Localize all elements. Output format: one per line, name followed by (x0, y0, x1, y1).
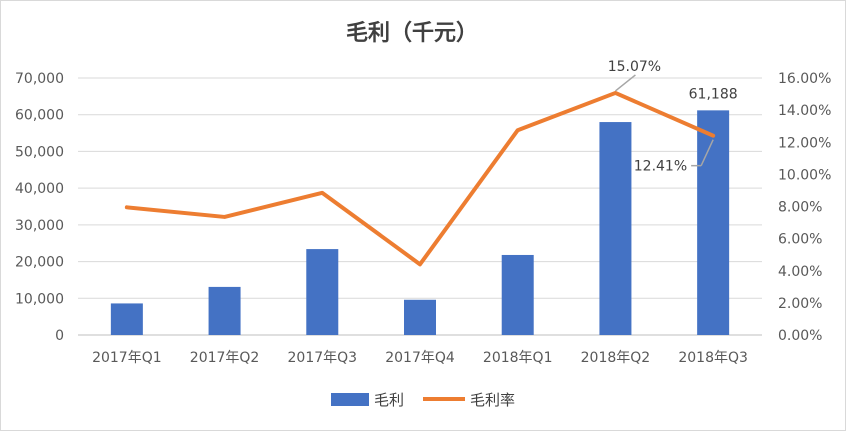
y-right-tick-label: 2.00% (778, 296, 822, 312)
line-point (224, 216, 226, 218)
y-right-tick-label: 4.00% (778, 264, 822, 280)
y-right-tick-label: 0.00% (778, 328, 822, 344)
line-point (126, 206, 128, 208)
bar (208, 286, 241, 335)
legend-label: 毛利 (374, 391, 404, 409)
line-point (614, 92, 616, 94)
y-right-tick-label: 14.00% (778, 103, 831, 119)
bar (110, 303, 143, 335)
bar (599, 122, 632, 335)
y-left-tick-label: 0 (55, 328, 64, 344)
y-left-tick-label: 30,000 (15, 218, 64, 234)
y-left-tick-label: 60,000 (15, 108, 64, 124)
y-left-tick-label: 50,000 (15, 144, 64, 160)
bar (306, 249, 339, 335)
y-right-tick-label: 16.00% (778, 71, 831, 87)
bar (501, 254, 534, 335)
bar (404, 299, 436, 335)
leader-line (614, 74, 636, 92)
y-right-tick-label: 10.00% (778, 167, 831, 183)
x-tick-label: 2018年Q1 (483, 350, 553, 366)
line-point (712, 135, 714, 137)
y-left-tick-label: 40,000 (15, 181, 64, 197)
data-label: 15.07% (608, 59, 661, 75)
data-label: 61,188 (689, 86, 738, 102)
x-tick-label: 2017年Q2 (190, 350, 260, 366)
y-left-tick-label: 20,000 (15, 255, 64, 271)
y-left-tick-label: 70,000 (15, 71, 64, 87)
y-right-tick-label: 12.00% (778, 135, 831, 151)
chart-title: 毛利（千元） (346, 21, 478, 46)
x-tick-label: 2018年Q2 (581, 350, 651, 366)
line-point (419, 263, 421, 265)
x-tick-label: 2017年Q4 (385, 350, 455, 366)
legend-swatch-bar (331, 393, 369, 406)
x-tick-label: 2018年Q3 (678, 350, 748, 366)
y-right-tick-label: 8.00% (778, 200, 822, 216)
y-right-tick-label: 6.00% (778, 232, 822, 248)
line-point (517, 129, 519, 131)
bar (697, 110, 730, 335)
line-point (321, 192, 323, 194)
leader-line (700, 139, 714, 166)
x-tick-label: 2017年Q1 (92, 350, 162, 366)
x-tick-label: 2017年Q3 (288, 350, 358, 366)
y-left-tick-label: 10,000 (15, 291, 64, 307)
data-label: 12.41% (634, 159, 687, 175)
legend-label: 毛利率 (470, 391, 515, 409)
